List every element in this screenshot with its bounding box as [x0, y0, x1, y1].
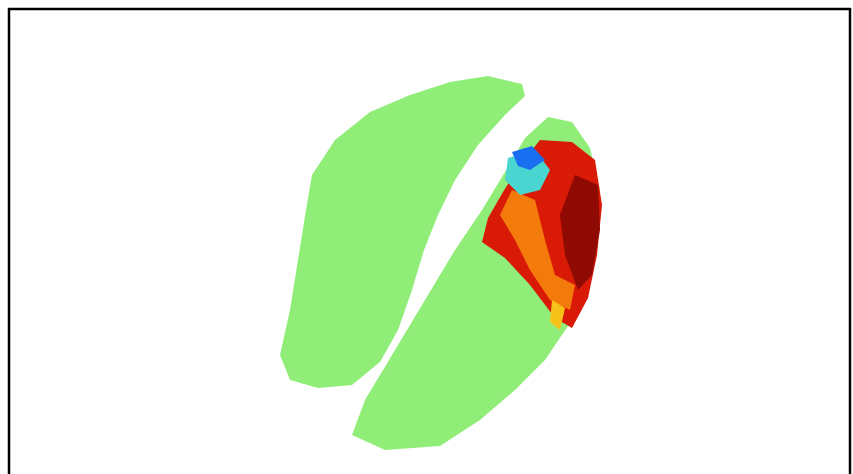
activation-yellow	[550, 300, 565, 330]
activation-darkred	[560, 175, 600, 290]
activation-orange	[500, 190, 575, 310]
activation-blue	[512, 146, 545, 170]
left-hemisphere	[280, 76, 525, 388]
